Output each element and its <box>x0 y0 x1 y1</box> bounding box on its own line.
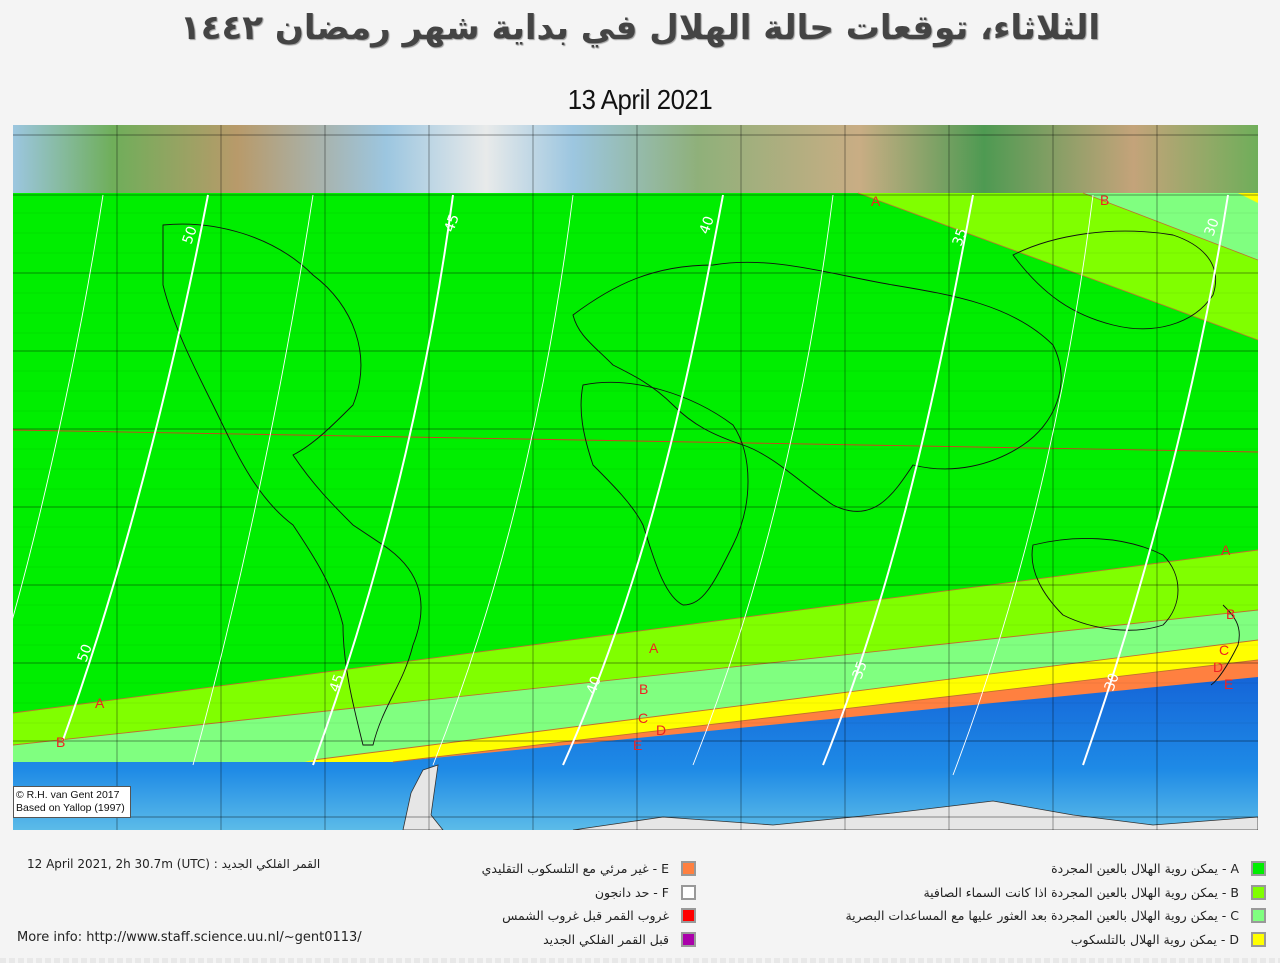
zone-letter-a-mid: A <box>649 640 659 656</box>
zone-d-north <box>1238 193 1258 203</box>
zone-letter-a-east: A <box>1221 542 1231 558</box>
zone-letter-b-sw: B <box>56 734 65 750</box>
contour-label-50-north: 50 <box>180 224 201 246</box>
legend-label-b: B - يمكن روية الهلال بالعين المجردة اذا … <box>923 884 1239 900</box>
moonset-line <box>13 429 1258 453</box>
zone-letter-c-east: C <box>1219 642 1229 658</box>
zone-letter-group: A B A B A B C D E A B C D E <box>56 192 1235 753</box>
legend-item-a: A - يمكن روية الهلال بالعين المجردة <box>845 857 1266 881</box>
legend-label-e: E - غير مرئي مع التلسكوب التقليدي <box>481 861 669 877</box>
contour-label-45-north: 45 <box>442 212 463 234</box>
legend-label-f: F - حد دانجون <box>594 884 669 900</box>
new-moon-value: 12 April 2021, 2h 30.7m (UTC) <box>27 857 210 871</box>
contour-label-40-north: 40 <box>697 214 718 236</box>
map-credit-box: © R.H. van Gent 2017 Based on Yallop (19… <box>13 786 131 818</box>
minor-grid <box>13 212 1258 724</box>
legend-swatch-a <box>1251 861 1266 877</box>
contour-lines <box>13 194 1229 776</box>
contour-label-45-south: 45 <box>327 672 348 694</box>
legend-swatch-c <box>1251 908 1266 924</box>
contour-label-40-south: 40 <box>584 674 605 696</box>
legend-item-prenewmoon: قبل القمر الفلكي الجديد <box>482 928 696 952</box>
legend-label-moonset: غروب القمر قبل غروب الشمس <box>502 908 669 924</box>
contour-label-35-north: 35 <box>950 226 971 248</box>
zone-letter-d-east: D <box>1213 659 1223 675</box>
contour-label-group: 50 45 40 35 30 50 45 40 35 30 <box>75 212 1223 696</box>
legend-middle: E - غير مرئي مع التلسكوب التقليدي F - حد… <box>482 857 696 951</box>
cropped-bottom-text <box>0 958 1280 963</box>
new-moon-label: القمر الفلكي الجديد : <box>213 857 321 871</box>
zone-letter-e-east: E <box>1224 676 1233 692</box>
legend-item-f: F - حد دانجون <box>482 881 696 905</box>
legend-label-prenewmoon: قبل القمر الفلكي الجديد <box>543 931 669 947</box>
legend-item-moonset: غروب القمر قبل غروب الشمس <box>482 904 696 928</box>
legend-label-d: D - يمكن روية الهلال بالتلسكوب <box>1070 931 1239 947</box>
legend-item-c: C - يمكن روية الهلال بالعين المجردة بعد … <box>845 904 1266 928</box>
contour-label-50-south: 50 <box>75 642 96 664</box>
cropped-title-remnant <box>0 0 1280 2</box>
legend-label-c: C - يمكن روية الهلال بالعين المجردة بعد … <box>845 908 1239 924</box>
new-moon-time: 12 April 2021, 2h 30.7m (UTC) القمر الفل… <box>27 857 320 871</box>
zone-letter-e-mid: E <box>633 737 642 753</box>
zone-letter-a-north: A <box>871 193 881 209</box>
antarctica-coast <box>402 764 1258 830</box>
legend-swatch-moonset <box>681 908 696 924</box>
legend-swatch-b <box>1251 884 1266 900</box>
map-svg: 50 45 40 35 30 50 45 40 35 30 A B A B A … <box>13 125 1258 830</box>
date-title: 13 April 2021 <box>567 84 713 115</box>
zone-letter-c-mid: C <box>638 710 648 726</box>
zone-letter-b-mid: B <box>639 681 648 697</box>
legend-swatch-d <box>1251 931 1266 947</box>
legend-swatch-f <box>681 884 696 900</box>
zone-letter-b-east: B <box>1226 606 1235 622</box>
zone-letter-a-sw: A <box>95 695 105 711</box>
legend-swatch-prenewmoon <box>681 931 696 947</box>
contour-label-30-north: 30 <box>1202 216 1223 238</box>
credit-source: Based on Yallop (1997) <box>16 802 125 814</box>
legend-right: A - يمكن روية الهلال بالعين المجردة B - … <box>845 857 1266 951</box>
zone-letter-d-mid: D <box>656 722 666 738</box>
ocean-below-e <box>13 677 1258 830</box>
credit-author: © R.H. van Gent 2017 <box>16 789 120 801</box>
more-info-link: More info: http://www.staff.science.uu.n… <box>17 930 362 945</box>
zone-letter-b-north: B <box>1100 192 1109 208</box>
legend-item-e: E - غير مرئي مع التلسكوب التقليدي <box>482 857 696 881</box>
legend-swatch-e <box>681 861 696 877</box>
legend-label-a: A - يمكن روية الهلال بالعين المجردة <box>1051 861 1239 877</box>
crescent-visibility-map: 50 45 40 35 30 50 45 40 35 30 A B A B A … <box>13 125 1258 830</box>
continent-outlines <box>162 223 1240 746</box>
lat-lon-grid <box>13 125 1258 830</box>
legend-item-b: B - يمكن روية الهلال بالعين المجردة اذا … <box>845 881 1266 905</box>
contour-label-35-south: 35 <box>850 659 871 681</box>
page-title-arabic: الثلاثاء، توقعات حالة الهلال في بداية شه… <box>179 8 1101 48</box>
legend-item-d: D - يمكن روية الهلال بالتلسكوب <box>845 928 1266 952</box>
contour-label-30-south: 30 <box>1102 671 1123 693</box>
northern-terrain <box>13 125 1258 195</box>
